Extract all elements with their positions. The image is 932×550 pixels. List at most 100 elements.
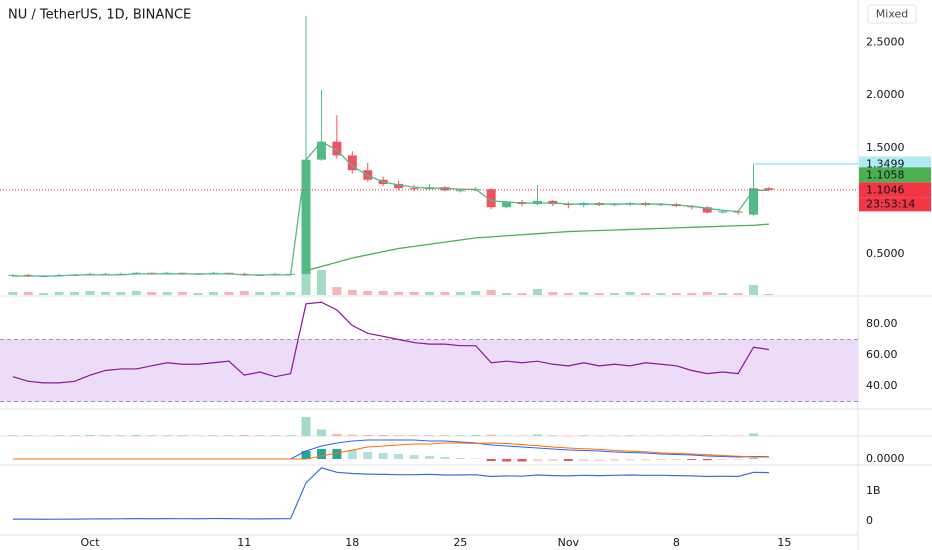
histogram-bar [594, 459, 604, 461]
volume-bar [39, 293, 49, 295]
volume-bar [347, 434, 357, 436]
volume-bar [363, 434, 373, 436]
histogram-bar [332, 449, 342, 459]
volume-bar [239, 434, 249, 436]
volume-bar [718, 435, 728, 436]
volume-bar [39, 435, 49, 436]
volume-bar [656, 293, 666, 295]
volume-bar [471, 434, 481, 436]
volume-bar [178, 292, 188, 295]
candle-body [486, 189, 496, 208]
volume-bar [718, 293, 728, 295]
histogram-bar [610, 459, 620, 461]
histogram-bar [687, 459, 697, 460]
candle-body [8, 274, 18, 276]
y-tick-label: 0.0000 [866, 452, 905, 465]
histogram-bar [363, 452, 373, 459]
histogram-bar [440, 457, 450, 459]
volume-bar [610, 293, 620, 295]
volume-bar [671, 435, 681, 436]
histogram-bar [656, 459, 666, 461]
histogram-bar [625, 459, 635, 461]
volume-bar [8, 292, 18, 295]
candle-body [409, 188, 419, 190]
volume-bar [548, 292, 558, 295]
candle-body [764, 188, 774, 190]
plot-area [0, 15, 858, 520]
volume-bar [147, 435, 157, 436]
volume-bar [579, 292, 589, 295]
candle-body [332, 141, 342, 156]
countdown-box [859, 197, 931, 212]
histogram-bar [718, 459, 728, 460]
histogram-bar [316, 449, 326, 459]
volume-bar [378, 291, 388, 295]
high-label: 1.3499 [866, 157, 905, 170]
volume-bar [563, 435, 573, 436]
rsi-band [0, 339, 858, 402]
volume-bar [178, 435, 188, 436]
volume-bar [486, 434, 496, 436]
histogram-bar [702, 459, 712, 461]
volume-bar [733, 293, 743, 295]
volume-bar [131, 434, 141, 436]
volume-bar [486, 290, 496, 295]
volume-bar [100, 435, 110, 436]
overlay: NU / TetherUS, 1D, BINANCE Mixed 0.5000 1… [8, 4, 931, 549]
volume-bar [455, 435, 465, 436]
volume-bar [85, 434, 95, 436]
volume-bar [424, 435, 434, 436]
histogram-bar [548, 459, 558, 461]
volume-bar [193, 435, 203, 436]
histogram-bar [532, 459, 542, 462]
volume-bar [116, 435, 126, 436]
histogram-bar [640, 459, 650, 461]
volume-bar [409, 435, 419, 436]
volume-bar [517, 293, 527, 295]
volume-bar [440, 435, 450, 436]
histogram-bar [579, 459, 589, 461]
volume-bar [563, 293, 573, 295]
volume-bar [440, 292, 450, 295]
volume-bar [548, 435, 558, 436]
volume-bar [579, 435, 589, 436]
y-tick-label: 1B [866, 484, 881, 497]
volume-bar [239, 291, 249, 295]
volume-bar [23, 292, 33, 295]
volume-bar [532, 434, 542, 436]
volume-bar [270, 292, 280, 295]
scale-mode-label[interactable]: Mixed [876, 8, 908, 21]
volume-bar [656, 435, 666, 436]
volume-bar [162, 435, 172, 436]
ma-line [305, 223, 769, 272]
y-tick-label: 0 [866, 514, 873, 527]
histogram-bar [471, 458, 481, 459]
volume-bar [193, 293, 203, 295]
countdown-label: 23:53:14 [866, 197, 915, 210]
volume-bar [147, 292, 157, 295]
histogram-bar [486, 459, 496, 461]
x-tick-label: 25 [453, 536, 467, 549]
histogram-bar [671, 459, 681, 460]
histogram-bar [517, 459, 527, 462]
volume-bar [455, 292, 465, 295]
volume-bar [54, 292, 64, 295]
x-tick-label: Oct [80, 536, 100, 549]
volume-bar [471, 291, 481, 295]
candle-body [748, 188, 758, 215]
candle-body [394, 183, 404, 189]
y-tick-label: 60.00 [866, 348, 898, 361]
scale-mode-button[interactable] [867, 4, 917, 24]
volume-bar [378, 434, 388, 436]
histogram-bar [394, 454, 404, 459]
volume-bar [424, 292, 434, 295]
volume-bar [517, 435, 527, 436]
volume-bar [764, 294, 774, 295]
histogram-bar [748, 458, 758, 459]
histogram-bar [301, 451, 311, 459]
candle-body [502, 201, 512, 208]
volume-bar [733, 435, 743, 436]
volume-bar [70, 292, 80, 295]
last-price-label: 1.1046 [866, 183, 905, 196]
histogram-bar [424, 456, 434, 459]
